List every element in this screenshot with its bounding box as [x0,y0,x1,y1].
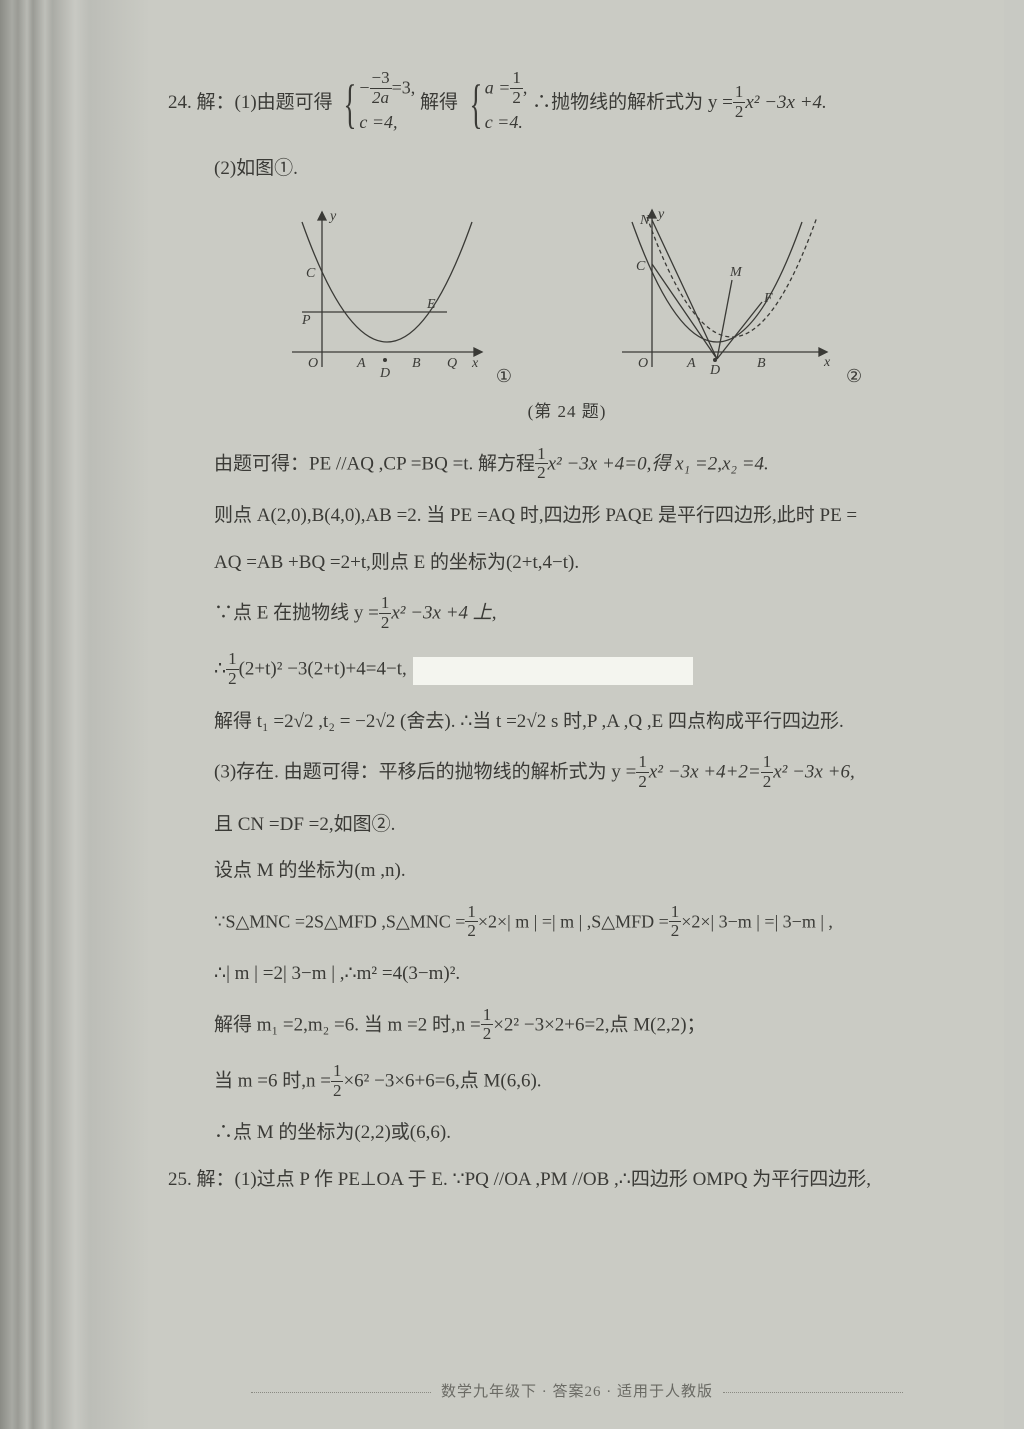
svg-text:F: F [763,291,773,306]
problem-label: 25. 解： [168,1169,235,1190]
p24-l1: 由题可得：PE //AQ ,CP =BQ =t. 解方程12x² −3x +4=… [160,446,974,484]
p24-l5: ∴12(2+t)² −3(2+t)+4=4−t, [160,651,974,689]
svg-text:B: B [757,356,766,371]
svg-text:C: C [306,266,316,281]
page-content: 24. 解：(1)由题可得 { −−32a=3, c =4, 解得 { a =1… [150,0,1004,1429]
p25-l1: 25. 解：(1)过点 P 作 PE⊥OA 于 E. ∵PQ //OA ,PM … [160,1166,974,1195]
figure-2: y x O A D B C N M F ② [602,202,862,387]
svg-text:y: y [656,207,665,222]
system2: { a =12, c =4. [463,70,528,137]
p24-l3: AQ =AB +BQ =2+t,则点 E 的坐标为(2+t,4−t). [160,549,974,578]
p24-l8: 且 CN =DF =2,如图②. [160,811,974,840]
p24-l11: ∴| m | =2| 3−m | ,∴m² =4(3−m)². [160,960,974,989]
p24-part1: 24. 解：(1)由题可得 { −−32a=3, c =4, 解得 { a =1… [160,70,974,137]
p24-l4: ∵点 E 在抛物线 y =12x² −3x +4 上, [160,595,974,633]
svg-text:C: C [636,259,646,274]
svg-text:M: M [729,265,743,280]
figures-row: y x O A D B Q C P E ① [160,202,974,387]
system1: { −−32a=3, c =4, [337,70,415,137]
svg-text:A: A [686,356,696,371]
fig2-label: ② [846,366,862,387]
svg-text:A: A [356,356,366,371]
p24-l9: 设点 M 的坐标为(m ,n). [160,857,974,886]
problem-label: 24. 解： [168,92,235,113]
p24-l14: ∴点 M 的坐标为(2,2)或(6,6). [160,1119,974,1148]
figure-caption: (第 24 题) [160,397,974,422]
svg-text:D: D [709,363,720,378]
svg-text:B: B [412,356,421,371]
svg-text:N: N [639,213,650,228]
svg-text:E: E [426,297,436,312]
p24-l2: 则点 A(2,0),B(4,0),AB =2. 当 PE =AQ 时,四边形 P… [160,502,974,531]
svg-text:P: P [301,313,311,328]
book-binding [0,0,150,1429]
p24-l12: 解得 m₁ =2,m₂ =6. 当 m =2 时,n =12×2² −3×2+6… [160,1007,974,1045]
fig1-label: ① [496,366,512,387]
p24-part2: (2)如图①. [160,155,974,184]
p24-l6: 解得 t₁ =2√2 ,t₂ = −2√2 (舍去). ∴当 t =2√2 s … [160,708,974,737]
blank-space [413,657,693,685]
svg-text:Q: Q [447,356,457,371]
page-footer: 数学九年级下 · 答案26 · 适用于人教版 [150,1380,1004,1401]
svg-text:O: O [638,356,648,371]
svg-text:x: x [823,355,831,370]
svg-text:O: O [308,356,318,371]
figure-1: y x O A D B Q C P E ① [272,202,512,387]
p24-l7: (3)存在. 由题可得：平移后的抛物线的解析式为 y =12x² −3x +4+… [160,754,974,792]
svg-text:D: D [379,366,390,381]
svg-text:y: y [328,209,337,224]
p24-l13: 当 m =6 时,n =12×6² −3×6+6=6,点 M(6,6). [160,1063,974,1101]
p24-l10: ∵S△MNC =2S△MFD ,S△MNC =12×2×| m | =| m |… [160,904,974,942]
svg-text:x: x [471,356,479,371]
